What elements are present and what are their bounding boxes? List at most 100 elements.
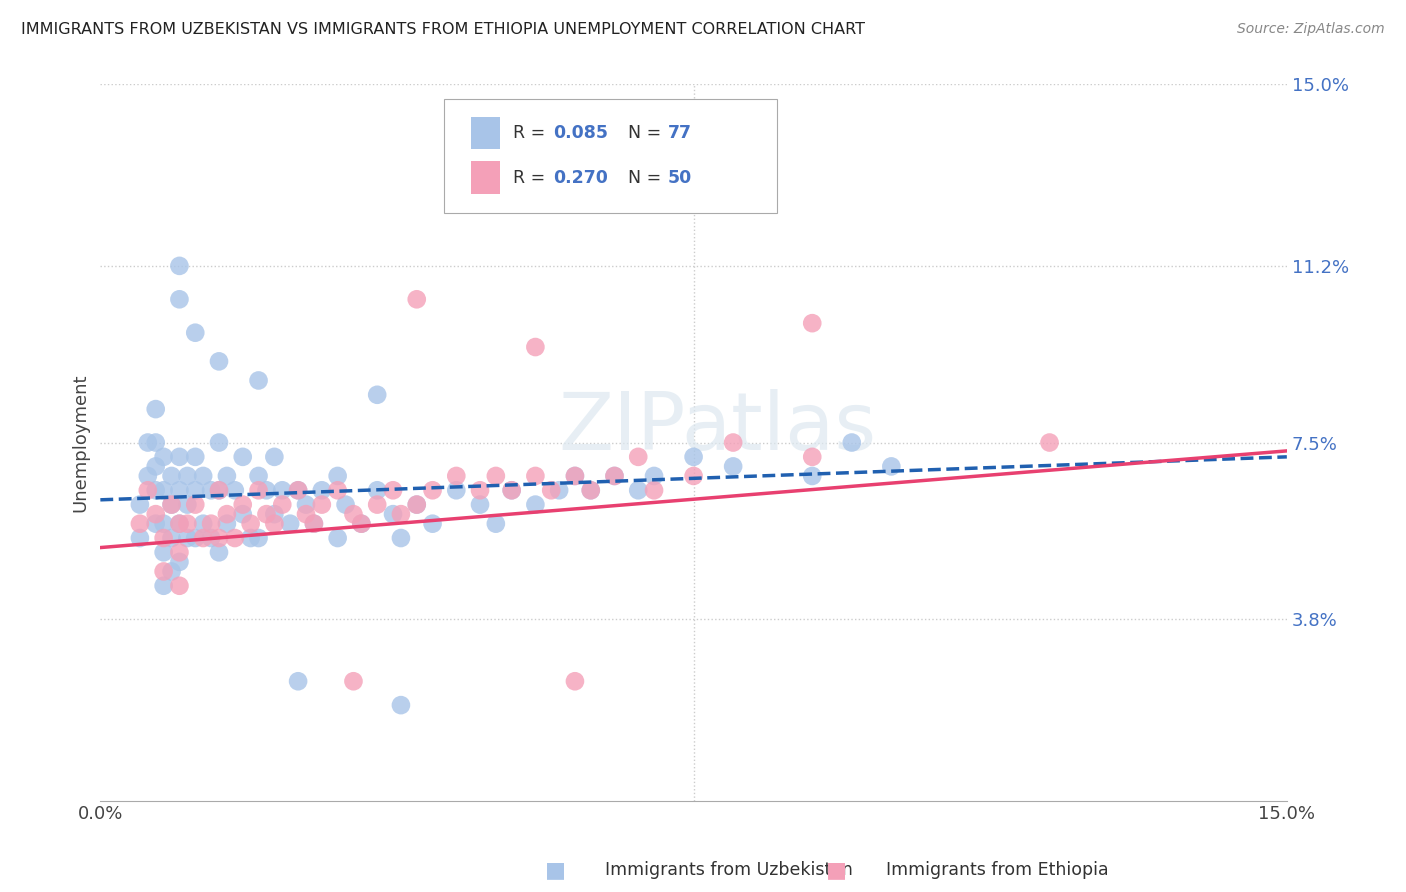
- Text: Source: ZipAtlas.com: Source: ZipAtlas.com: [1237, 22, 1385, 37]
- Point: [721, 459, 744, 474]
- Text: R =: R =: [513, 169, 551, 186]
- Point: [152, 531, 174, 545]
- Point: [215, 469, 238, 483]
- Point: [603, 469, 626, 483]
- Text: N =: N =: [628, 169, 666, 186]
- Point: [366, 388, 388, 402]
- Point: [256, 483, 278, 498]
- Text: N =: N =: [628, 124, 666, 142]
- Point: [326, 531, 349, 545]
- Point: [152, 545, 174, 559]
- Point: [145, 483, 167, 498]
- Text: Immigrants from Ethiopia: Immigrants from Ethiopia: [886, 861, 1108, 879]
- Text: 77: 77: [668, 124, 692, 142]
- Point: [287, 483, 309, 498]
- Point: [152, 579, 174, 593]
- Point: [564, 469, 586, 483]
- Point: [579, 483, 602, 498]
- Point: [247, 531, 270, 545]
- Point: [176, 516, 198, 531]
- Point: [176, 498, 198, 512]
- Point: [540, 483, 562, 498]
- Point: [136, 483, 159, 498]
- Point: [446, 469, 468, 483]
- Point: [129, 516, 152, 531]
- Text: 50: 50: [668, 169, 692, 186]
- Y-axis label: Unemployment: Unemployment: [72, 373, 89, 512]
- Point: [136, 469, 159, 483]
- Point: [200, 483, 222, 498]
- Text: ZIPatlas: ZIPatlas: [558, 389, 876, 467]
- Point: [564, 469, 586, 483]
- Point: [326, 483, 349, 498]
- Point: [152, 516, 174, 531]
- Point: [682, 450, 704, 464]
- Point: [247, 374, 270, 388]
- Point: [295, 498, 318, 512]
- Point: [880, 459, 903, 474]
- Point: [200, 531, 222, 545]
- Point: [405, 498, 427, 512]
- Point: [184, 483, 207, 498]
- Point: [208, 354, 231, 368]
- Point: [682, 469, 704, 483]
- Point: [152, 483, 174, 498]
- Point: [247, 483, 270, 498]
- Point: [366, 483, 388, 498]
- Point: [129, 498, 152, 512]
- Point: [176, 469, 198, 483]
- Point: [548, 483, 571, 498]
- Point: [335, 498, 357, 512]
- Point: [366, 498, 388, 512]
- Point: [169, 450, 191, 464]
- Point: [184, 450, 207, 464]
- Point: [524, 469, 547, 483]
- Point: [152, 450, 174, 464]
- Point: [302, 516, 325, 531]
- Point: [627, 450, 650, 464]
- Text: IMMIGRANTS FROM UZBEKISTAN VS IMMIGRANTS FROM ETHIOPIA UNEMPLOYMENT CORRELATION : IMMIGRANTS FROM UZBEKISTAN VS IMMIGRANTS…: [21, 22, 865, 37]
- Point: [145, 402, 167, 417]
- Point: [524, 340, 547, 354]
- Point: [311, 483, 333, 498]
- Point: [193, 516, 215, 531]
- FancyBboxPatch shape: [444, 99, 776, 213]
- Point: [287, 483, 309, 498]
- Point: [184, 498, 207, 512]
- Point: [193, 531, 215, 545]
- Point: [256, 507, 278, 521]
- Point: [263, 507, 285, 521]
- Point: [169, 516, 191, 531]
- Point: [145, 507, 167, 521]
- Point: [350, 516, 373, 531]
- Point: [232, 498, 254, 512]
- Point: [145, 435, 167, 450]
- Point: [193, 469, 215, 483]
- Point: [287, 674, 309, 689]
- Point: [169, 293, 191, 307]
- Point: [801, 316, 824, 330]
- FancyBboxPatch shape: [471, 117, 501, 149]
- Point: [263, 516, 285, 531]
- Text: R =: R =: [513, 124, 551, 142]
- Point: [232, 450, 254, 464]
- Point: [271, 498, 294, 512]
- Point: [405, 498, 427, 512]
- Point: [422, 516, 444, 531]
- Point: [208, 483, 231, 498]
- Point: [271, 483, 294, 498]
- Point: [208, 531, 231, 545]
- Point: [342, 507, 364, 521]
- Text: ■: ■: [827, 860, 846, 880]
- Text: Immigrants from Uzbekistan: Immigrants from Uzbekistan: [605, 861, 852, 879]
- Point: [841, 435, 863, 450]
- Point: [643, 469, 665, 483]
- Point: [208, 483, 231, 498]
- Point: [382, 507, 405, 521]
- Point: [145, 459, 167, 474]
- Point: [579, 483, 602, 498]
- Point: [136, 435, 159, 450]
- Point: [485, 469, 508, 483]
- Point: [389, 507, 412, 521]
- Point: [468, 483, 491, 498]
